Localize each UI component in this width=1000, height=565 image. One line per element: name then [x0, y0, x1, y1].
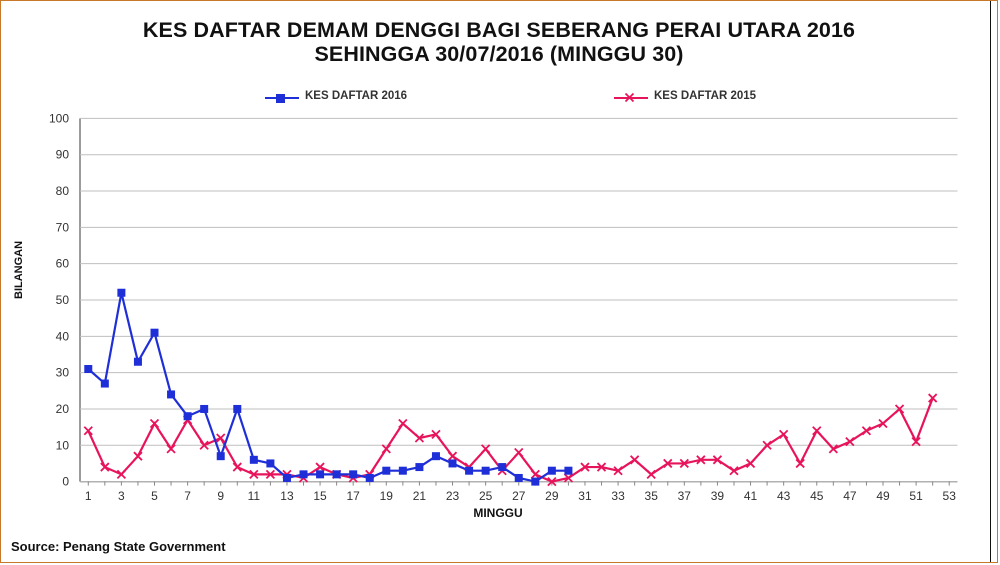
- svg-text:15: 15: [313, 489, 327, 503]
- svg-text:33: 33: [611, 489, 625, 503]
- svg-text:53: 53: [943, 489, 957, 503]
- svg-text:60: 60: [56, 257, 70, 271]
- svg-text:51: 51: [909, 489, 923, 503]
- svg-text:23: 23: [446, 489, 460, 503]
- svg-text:39: 39: [711, 489, 725, 503]
- svg-text:0: 0: [62, 475, 69, 489]
- svg-text:49: 49: [876, 489, 890, 503]
- svg-text:47: 47: [843, 489, 857, 503]
- svg-text:3: 3: [118, 489, 125, 503]
- svg-text:10: 10: [56, 438, 70, 452]
- svg-text:7: 7: [184, 489, 191, 503]
- svg-text:37: 37: [678, 489, 692, 503]
- svg-text:27: 27: [512, 489, 526, 503]
- svg-text:29: 29: [545, 489, 559, 503]
- svg-text:80: 80: [56, 184, 70, 198]
- svg-text:30: 30: [56, 366, 70, 380]
- svg-text:17: 17: [347, 489, 361, 503]
- svg-text:90: 90: [56, 148, 70, 162]
- svg-text:50: 50: [56, 293, 70, 307]
- svg-text:19: 19: [380, 489, 394, 503]
- svg-text:100: 100: [49, 111, 69, 125]
- svg-text:20: 20: [56, 402, 70, 416]
- svg-text:1: 1: [85, 489, 92, 503]
- svg-text:45: 45: [810, 489, 824, 503]
- svg-text:9: 9: [217, 489, 224, 503]
- svg-text:5: 5: [151, 489, 158, 503]
- svg-text:43: 43: [777, 489, 791, 503]
- svg-text:35: 35: [645, 489, 659, 503]
- svg-text:31: 31: [578, 489, 592, 503]
- svg-text:70: 70: [56, 220, 70, 234]
- svg-text:21: 21: [413, 489, 427, 503]
- svg-text:40: 40: [56, 329, 70, 343]
- svg-text:41: 41: [744, 489, 758, 503]
- svg-text:MINGGU: MINGGU: [473, 506, 522, 520]
- svg-text:13: 13: [280, 489, 294, 503]
- svg-text:25: 25: [479, 489, 493, 503]
- svg-text:11: 11: [248, 489, 261, 503]
